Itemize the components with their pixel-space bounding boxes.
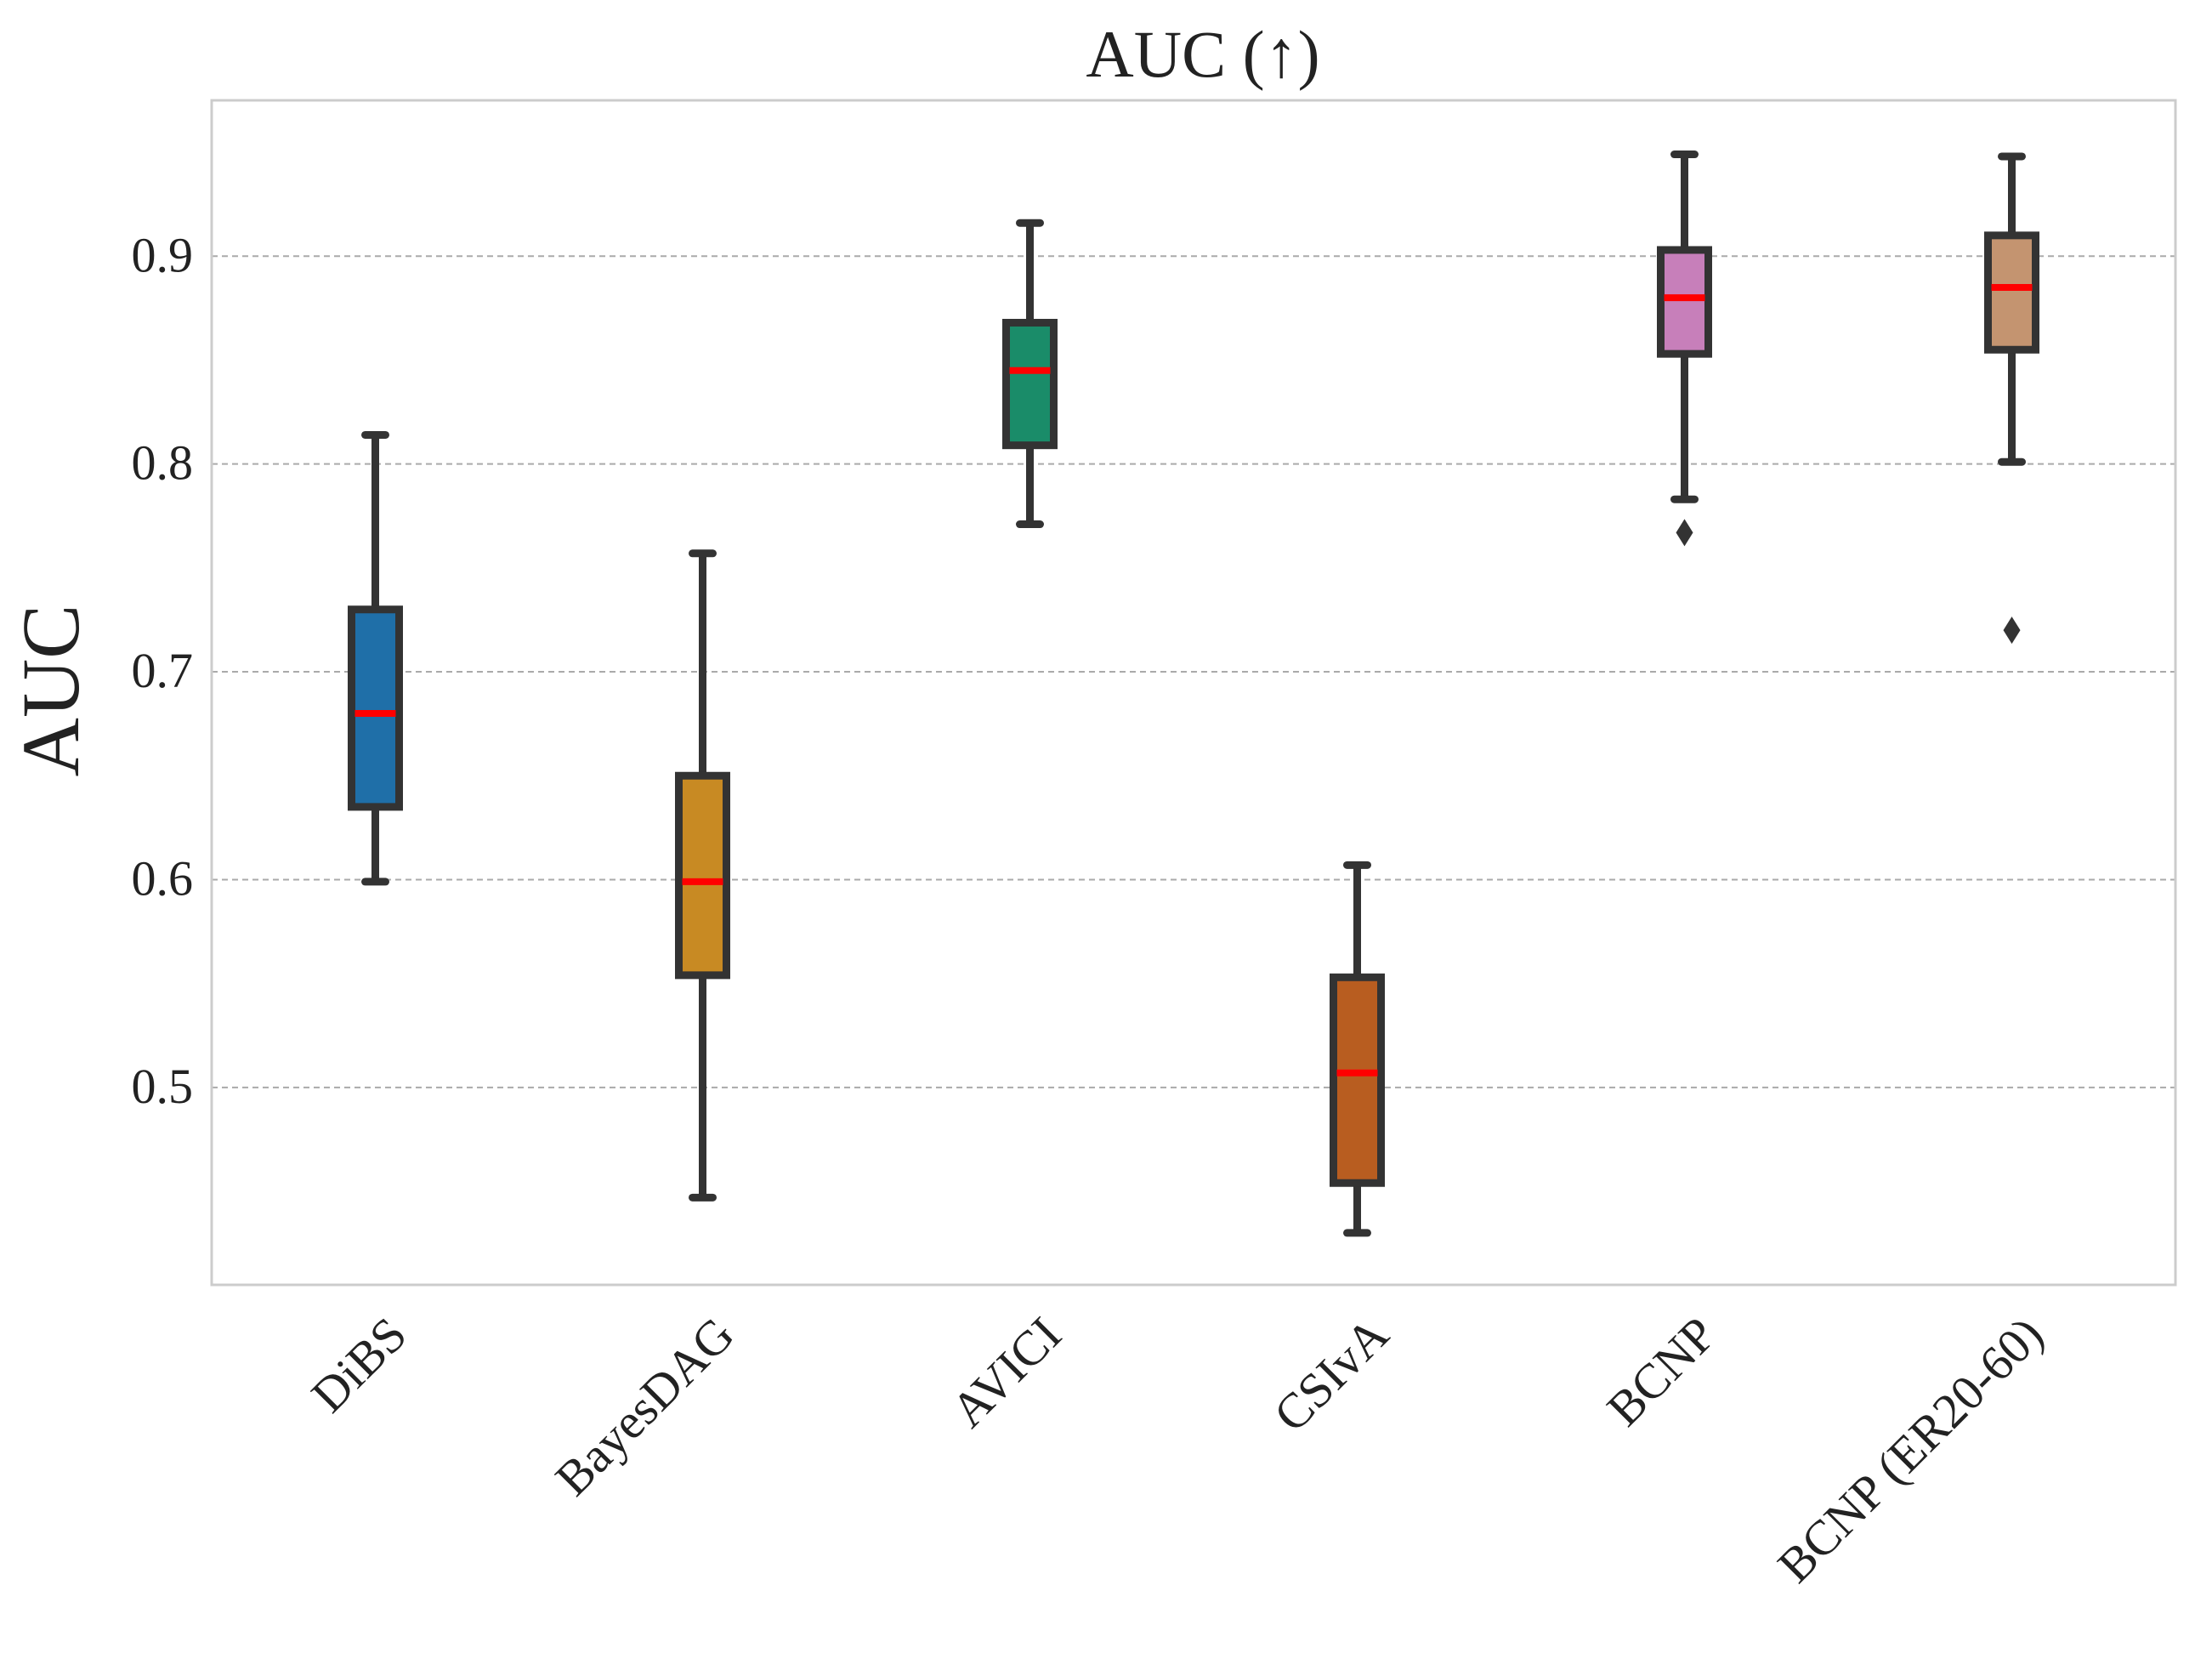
box-group — [348, 430, 403, 886]
x-tick-label: CSIvA — [1263, 1306, 1399, 1442]
y-tick-label: 0.5 — [132, 1059, 194, 1114]
box-group — [1330, 861, 1385, 1237]
box-group — [1984, 152, 2039, 645]
plot-frame — [210, 99, 2177, 1287]
box-body — [1002, 318, 1058, 450]
outlier-point — [1676, 519, 1693, 547]
y-tick-label: 0.7 — [132, 643, 194, 698]
box-body — [1984, 231, 2039, 354]
x-tick-label: AVICI — [940, 1306, 1072, 1438]
box-group — [1002, 219, 1058, 529]
y-tick-label: 0.6 — [132, 850, 194, 906]
x-tick-label: BCNP — [1597, 1306, 1727, 1436]
box-body — [1330, 973, 1385, 1187]
y-tick-label: 0.9 — [132, 227, 194, 282]
box-body — [348, 605, 403, 811]
box-body — [675, 771, 730, 980]
x-tick-label: BCNP (ER20-60) — [1767, 1306, 2053, 1593]
outlier-point — [2003, 616, 2021, 645]
x-tick-label: DiBS — [301, 1306, 417, 1423]
y-tick-label: 0.8 — [132, 435, 194, 491]
y-axis-label: AUC — [5, 605, 96, 777]
chart-title: AUC (↑) — [1086, 17, 1319, 91]
y-tick-labels: 0.5 0.6 0.7 0.8 0.9 — [132, 227, 194, 1114]
x-tick-label: BayesDAG — [545, 1306, 745, 1506]
boxes — [348, 151, 2039, 1237]
x-tick-labels: DiBS BayesDAG AVICI CSIvA BCNP BCNP (ER20-60) — [301, 1306, 2054, 1593]
box-group — [675, 549, 730, 1202]
grid-lines — [212, 255, 2175, 1088]
box-body — [1657, 246, 1712, 358]
box-group — [1657, 151, 1712, 547]
